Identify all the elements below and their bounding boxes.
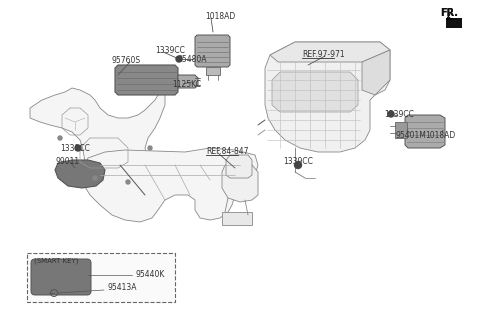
Text: FR.: FR. [440,8,458,18]
Polygon shape [30,88,165,183]
Text: 95413A: 95413A [107,283,136,292]
Circle shape [295,162,301,168]
Text: 95480A: 95480A [178,55,207,64]
Polygon shape [195,35,230,67]
Text: REF.97-971: REF.97-971 [302,50,345,59]
Text: 95440K: 95440K [135,270,164,279]
Polygon shape [206,67,220,75]
Circle shape [58,136,62,140]
Polygon shape [272,72,358,112]
FancyBboxPatch shape [31,259,91,295]
Text: 99011: 99011 [55,157,79,166]
Text: 95401M: 95401M [395,131,426,140]
Polygon shape [405,115,445,148]
Circle shape [295,161,301,169]
Polygon shape [55,160,105,188]
Circle shape [126,180,130,184]
Text: 1018AD: 1018AD [205,12,235,21]
Text: 1339CC: 1339CC [60,144,90,153]
Text: 95760S: 95760S [112,56,141,65]
Text: REF.84-847: REF.84-847 [206,147,249,156]
Bar [27,253,175,302]
Text: (SMART KEY): (SMART KEY) [34,257,79,263]
Circle shape [148,146,152,150]
Polygon shape [270,42,390,62]
Text: FR.: FR. [440,8,458,18]
Polygon shape [362,50,390,95]
Text: 1339CC: 1339CC [283,157,313,166]
Text: 1125KC: 1125KC [172,80,201,89]
Circle shape [176,56,182,62]
Circle shape [93,176,97,180]
Bar [446,18,462,28]
Polygon shape [115,65,178,95]
Polygon shape [395,122,407,138]
Bar [222,212,252,225]
Circle shape [75,145,81,151]
Text: 1339CC: 1339CC [155,46,185,55]
Circle shape [388,111,394,117]
Polygon shape [265,42,390,152]
Text: 1018AD: 1018AD [425,131,455,140]
Text: 1339CC: 1339CC [384,110,414,119]
Polygon shape [226,155,252,178]
Polygon shape [222,165,258,202]
Polygon shape [178,75,198,88]
Polygon shape [82,148,258,222]
